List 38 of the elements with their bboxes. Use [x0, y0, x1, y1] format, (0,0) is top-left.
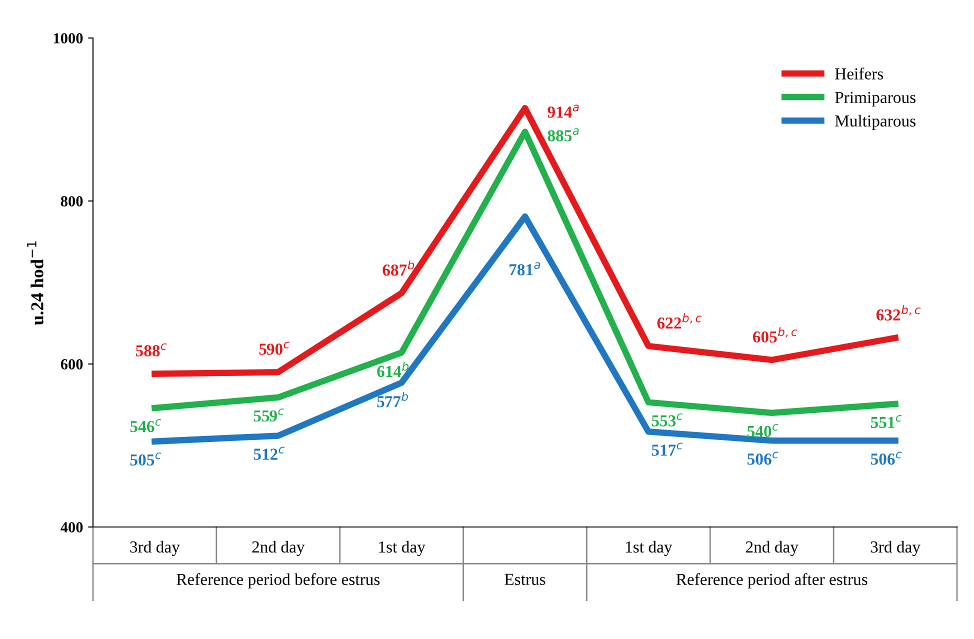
text: Estrus: [504, 574, 546, 585]
data-label: 588$^{c}$: [136, 343, 167, 356]
data-label: 590$^{c}$: [259, 342, 290, 355]
data-label: 614$^{b}$: [377, 362, 409, 378]
data-label: 781$^{a}$: [510, 262, 540, 276]
y-tick-label: 1000: [54, 33, 83, 44]
y-tick-label: 800: [60, 196, 83, 206]
x-tick-label: 1st day: [379, 540, 426, 556]
data-label: 506$^{c}$: [748, 452, 778, 465]
x-tick-label: 3rd day: [130, 540, 180, 556]
y-axis-title: u.24 hod$^{−1}$: [27, 241, 44, 326]
data-label: 632$^{b,c}$: [876, 305, 921, 321]
data-label: 540$^{c}$: [748, 424, 778, 438]
data-label: 546$^{c}$: [130, 419, 162, 432]
data-label: 553$^{c}$: [652, 413, 683, 426]
legend-label: Multiparous: [835, 114, 916, 130]
x-tick-label: 1st day: [626, 540, 672, 556]
data-label: 885$^{a}$: [548, 128, 579, 142]
x-tick-label: 2nd day: [746, 540, 798, 556]
data-label: 577$^{b}$: [377, 392, 408, 408]
data-label: 559$^{c}$: [254, 408, 284, 422]
legend-label: Heifers: [835, 68, 884, 80]
text: Reference period before estrus: [176, 573, 380, 588]
data-label: 505$^{c}$: [130, 452, 162, 466]
x-tick-label: 3rd day: [870, 540, 920, 556]
legend-label: Primiparous: [835, 92, 916, 106]
text: Reference period after estrus: [676, 573, 868, 588]
data-label: 605$^{b,c}$: [752, 327, 798, 343]
data-label: 512$^{c}$: [254, 446, 285, 460]
data-label: 506$^{c}$: [870, 452, 902, 465]
x-tick-label: 2nd day: [252, 540, 305, 556]
y-tick-label: 600: [60, 359, 83, 370]
data-label: 687$^{b}$: [382, 260, 414, 276]
y-tick-label: 400: [60, 522, 83, 532]
data-label: 551$^{c}$: [870, 415, 902, 428]
data-label: 517$^{c}$: [652, 442, 683, 456]
data-label: 622$^{b,c}$: [657, 313, 702, 329]
data-label: 914$^{a}$: [548, 104, 579, 118]
